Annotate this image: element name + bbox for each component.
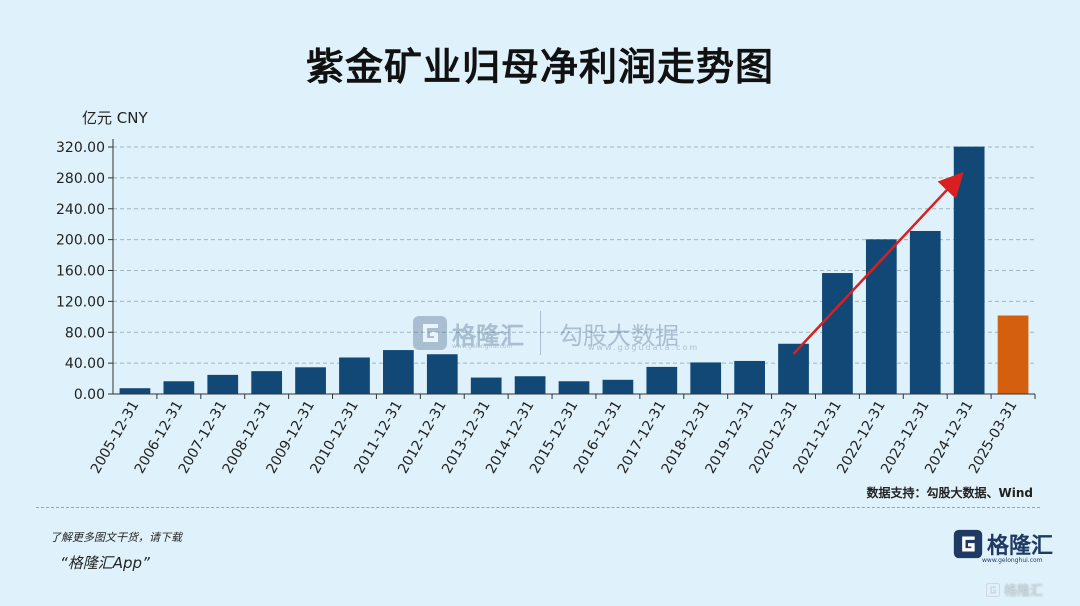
bar xyxy=(646,366,678,394)
bar xyxy=(119,388,151,394)
chart-title: 紫金矿业归母净利润走势图 xyxy=(305,45,774,89)
y-axis: 0.00 40.00 80.00 120.00 160.00 200.00 240.00 28… xyxy=(56,139,114,403)
trend-arrow-line xyxy=(792,171,964,355)
y-tick-label: 320.00 xyxy=(56,140,105,156)
data-source-note: 数据支持：勾股大数据、Wind xyxy=(866,486,1033,500)
gelonghui-logo-icon xyxy=(953,529,983,559)
bar xyxy=(778,343,809,394)
y-tick-label: 40.00 xyxy=(65,356,105,372)
y-tick-label: 240.00 xyxy=(56,202,105,218)
bar xyxy=(339,357,370,394)
y-tick-label: 80.00 xyxy=(65,325,105,341)
bar xyxy=(295,367,326,394)
footer-divider xyxy=(36,507,1040,508)
bar xyxy=(734,360,765,394)
bar xyxy=(909,230,941,394)
y-axis-unit-label: 亿元 CNY xyxy=(82,109,148,127)
y-tick-label: 160.00 xyxy=(56,264,105,280)
bar xyxy=(251,371,283,394)
brand-logo: 格隆汇 xyxy=(953,528,1053,560)
bar xyxy=(558,381,590,394)
corner-watermark: 格隆汇 xyxy=(986,580,1043,599)
bar xyxy=(163,381,195,394)
x-axis: 2005-12-312006-12-312007-12-312008-12-31… xyxy=(88,393,1036,476)
corner-tag-text: 格隆汇 xyxy=(1004,584,1044,599)
y-tick-label: 280.00 xyxy=(56,171,105,187)
gelonghui-small-icon xyxy=(986,582,1000,597)
promo-app-name: “格隆汇App” xyxy=(60,554,150,572)
bar xyxy=(207,374,239,394)
brand-name: 格隆汇 xyxy=(987,534,1054,559)
y-tick-label: 120.00 xyxy=(56,294,105,310)
bar xyxy=(865,239,897,394)
y-tick-label: 200.00 xyxy=(56,233,105,249)
bar xyxy=(383,350,414,394)
bar xyxy=(822,273,853,394)
promo-line: 了解更多图文干货，请下载 xyxy=(50,531,182,544)
bar xyxy=(514,376,546,394)
bar xyxy=(470,377,502,394)
brand-url: www.gelonghui.com xyxy=(982,557,1043,564)
bar xyxy=(953,146,985,394)
trend-arrow xyxy=(792,171,964,355)
bar xyxy=(997,315,1029,394)
bar xyxy=(426,354,458,394)
bar xyxy=(602,379,634,394)
bar xyxy=(690,362,722,394)
y-tick-label: 0.00 xyxy=(74,387,105,403)
